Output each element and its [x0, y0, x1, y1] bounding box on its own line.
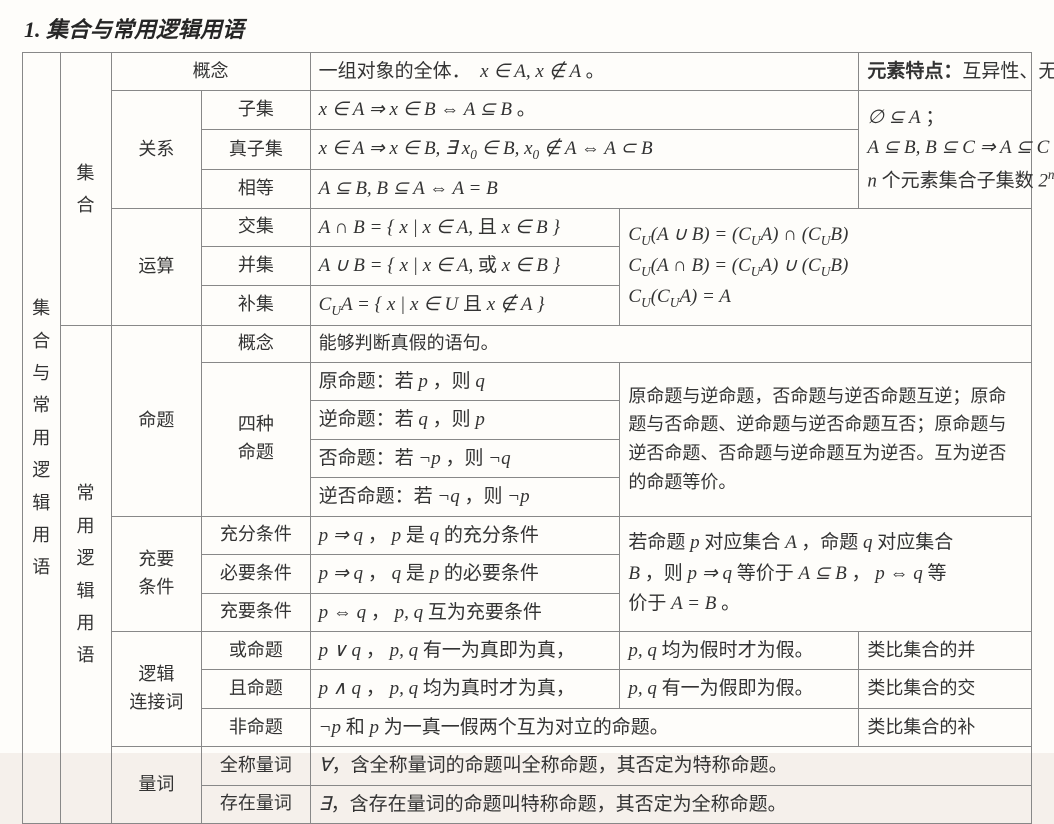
lbl-ziji: 子集 [202, 91, 310, 129]
cell-or2: p, q 均为假时才为假。 [620, 631, 859, 669]
cell-subset: x ∈ A ⇒ x ∈ B ⇔ A ⊆ B 。 [310, 91, 859, 129]
lbl-and: 且命题 [202, 670, 310, 708]
cell-or1: p ∨ q ， p, q 有一为真即为真， [310, 631, 620, 669]
cell-not3: 类比集合的补 [859, 708, 1032, 746]
lbl-guanxi: 关系 [111, 91, 202, 208]
cell-proper-subset: x ∈ A ⇒ x ∈ B, ∃ x0 ∈ B, x0 ∉ A ⇔ A ⊂ B [310, 129, 859, 169]
cell-exists: ∃，含存在量词的命题叫特称命题，其否定为全称命题。 [310, 785, 1031, 823]
cell-not1: ¬p 和 p 为一真一假两个互为对立的命题。 [310, 708, 859, 746]
cell-rel-side: ∅ ⊆ A ；A ⊆ B, B ⊆ C ⇒ A ⊆ Cn 个元素集合子集数 2n… [859, 91, 1032, 208]
cell-contrapos: 逆否命题：若 ¬q ，则 ¬p [310, 478, 620, 516]
lbl-mingti: 命题 [111, 326, 202, 517]
lbl-zhenziji: 真子集 [202, 129, 310, 169]
lbl-yunsuan: 运算 [111, 208, 202, 325]
lbl-jiaoji: 交集 [202, 208, 310, 246]
cell-prop-side: 原命题与逆命题，否命题与逆否命题互逆；原命题与否命题、逆命题与逆否命题互否；原命… [620, 362, 1032, 516]
cell-intersection: A ∩ B = { x | x ∈ A, 且 x ∈ B } [310, 208, 620, 246]
col-main: 集合与常用逻辑用语 [23, 53, 61, 824]
lbl-biyao: 必要条件 [202, 555, 310, 593]
lbl-not: 非命题 [202, 708, 310, 746]
col-logic: 常用逻辑用语 [60, 326, 111, 824]
col-jihe: 集合 [60, 53, 111, 326]
content-table: 集合与常用逻辑用语 集合 概念 一组对象的全体． x ∈ A, x ∉ A 。 … [22, 52, 1032, 824]
lbl-gainian: 概念 [111, 53, 310, 91]
cell-or3: 类比集合的并 [859, 631, 1032, 669]
lbl-mt-gainian: 概念 [202, 326, 310, 363]
cell-concept-def: 一组对象的全体． x ∈ A, x ∉ A 。 [310, 53, 859, 91]
cell-cond-side: 若命题 p 对应集合 A ，命题 q 对应集合B ，则 p ⇒ q 等价于 A … [620, 516, 1032, 631]
cell-element-traits: 元素特点：互异性、无序性、确定性。 [859, 53, 1032, 91]
cell-union: A ∪ B = { x | x ∈ A, 或 x ∈ B } [310, 247, 620, 285]
lbl-bingji: 并集 [202, 247, 310, 285]
cell-suff: p ⇒ q ， p 是 q 的充分条件 [310, 516, 620, 554]
cell-orig-prop: 原命题：若 p ，则 q [310, 362, 620, 400]
cell-and1: p ∧ q ， p, q 均为真时才为真， [310, 670, 620, 708]
cell-iff: p ⇔ q ， p, q 互为充要条件 [310, 593, 620, 631]
lbl-xiangdeng: 相等 [202, 170, 310, 208]
cell-inverse: 否命题：若 ¬p ，则 ¬q [310, 439, 620, 477]
lbl-or: 或命题 [202, 631, 310, 669]
lbl-sizhong: 四种命题 [202, 362, 310, 516]
cell-complement: CUA = { x | x ∈ U 且 x ∉ A } [310, 285, 620, 325]
cell-op-side: CU(A ∪ B) = (CUA) ∩ (CUB)CU(A ∩ B) = (CU… [620, 208, 1032, 325]
lbl-lianjie: 逻辑连接词 [111, 631, 202, 746]
lbl-chongfen: 充分条件 [202, 516, 310, 554]
cell-nec: p ⇒ q ， q 是 p 的必要条件 [310, 555, 620, 593]
lbl-chongyao: 充要条件 [111, 516, 202, 631]
lbl-chongyao2: 充要条件 [202, 593, 310, 631]
cell-converse: 逆命题：若 q ，则 p [310, 401, 620, 439]
lbl-liangci: 量词 [111, 747, 202, 824]
cell-and2: p, q 有一为假即为假。 [620, 670, 859, 708]
section-title: 1. 集合与常用逻辑用语 [24, 12, 1032, 44]
cell-mt-concept: 能够判断真假的语句。 [310, 326, 1031, 363]
lbl-buji: 补集 [202, 285, 310, 325]
cell-and3: 类比集合的交 [859, 670, 1032, 708]
lbl-exists: 存在量词 [202, 785, 310, 823]
cell-equal: A ⊆ B, B ⊆ A ⇔ A = B [310, 170, 859, 208]
